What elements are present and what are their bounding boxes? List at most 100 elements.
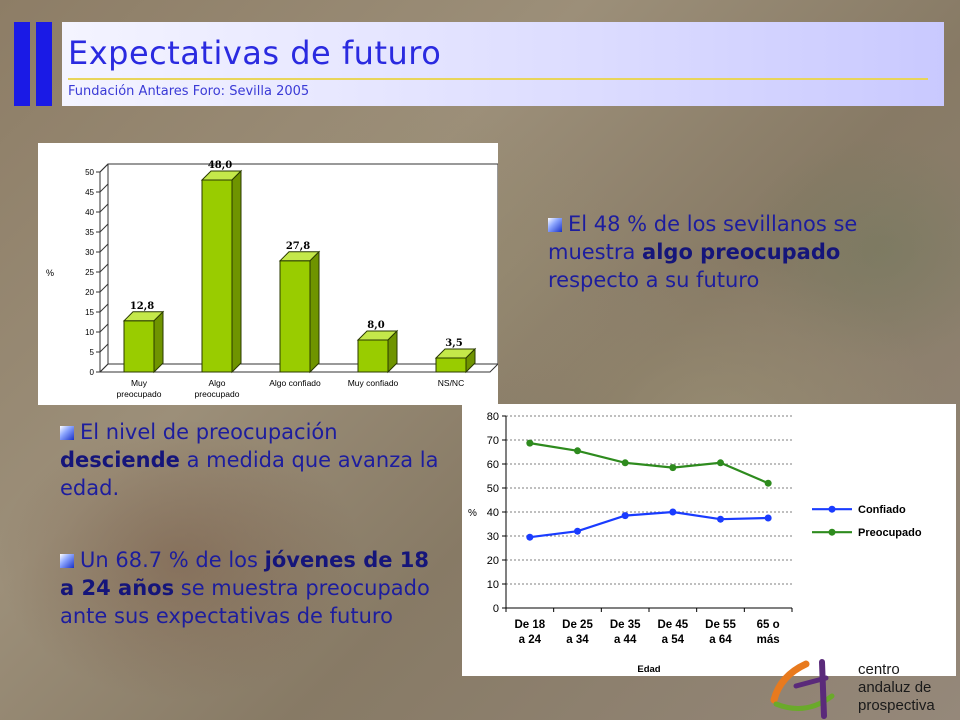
x-tick-label: De 25 xyxy=(562,619,593,631)
bar-value-label: 12,8 xyxy=(130,301,154,312)
header-divider xyxy=(68,78,928,80)
data-point xyxy=(717,515,724,523)
bar-side xyxy=(153,310,164,374)
data-point xyxy=(669,464,677,472)
data-point xyxy=(621,459,629,467)
y-tick-depth xyxy=(99,263,109,273)
y-tick-label: 5 xyxy=(90,348,95,357)
y-tick-label: 35 xyxy=(85,228,94,237)
legend-label: Preocupado xyxy=(858,527,922,539)
logo-text-line: centro xyxy=(858,661,900,678)
y-tick-depth xyxy=(99,223,109,233)
y-tick-label: 0 xyxy=(90,368,95,377)
data-point xyxy=(764,479,772,487)
bullet-segment: El nivel de preocupación xyxy=(80,420,338,444)
x-tick-label: Muy xyxy=(131,378,148,388)
data-point xyxy=(574,527,581,535)
data-point xyxy=(526,439,534,447)
bar-side xyxy=(465,347,476,374)
bar-chart: 05101520253035404550%12,8Muypreocupado48… xyxy=(38,143,498,405)
bar-value-label: 27,8 xyxy=(286,241,310,252)
data-point xyxy=(764,514,772,522)
bullet-square-icon xyxy=(60,554,74,568)
x-tick-label: preocupado xyxy=(195,389,240,399)
bar xyxy=(357,339,389,373)
y-tick-label: 70 xyxy=(487,435,499,447)
y-tick-label: 50 xyxy=(487,483,499,495)
x-tick-label: 65 o xyxy=(757,619,780,631)
y-tick-label: 45 xyxy=(85,188,94,197)
x-tick-label: a 64 xyxy=(709,634,732,646)
x-tick-label: a 44 xyxy=(614,634,637,646)
line-chart: 0 10 20 30 40 50 60 70 80% De 18 a 24 De 25 a 34 De 3… xyxy=(462,404,956,676)
bullet-segment: se muestra preocupado ante sus expectati… xyxy=(60,576,430,628)
bullet-emphasis: desciende xyxy=(60,448,180,472)
y-tick-label: 20 xyxy=(487,555,499,567)
x-tick-label: NS/NC xyxy=(438,378,464,388)
data-point xyxy=(669,508,677,516)
chart-background xyxy=(38,143,498,405)
x-tick-label: preocupado xyxy=(117,389,162,399)
slide-header: Expectativas de futuro Fundación Antares… xyxy=(0,22,944,106)
y-tick-label: 10 xyxy=(85,328,94,337)
logo-purple-stroke xyxy=(819,659,827,719)
y-tick-depth xyxy=(99,323,109,333)
y-tick-label: 50 xyxy=(85,168,94,177)
x-tick-label: más xyxy=(757,634,780,646)
logo-text-line: andaluz de xyxy=(858,679,931,696)
x-tick-label: Algo confiado xyxy=(269,378,321,388)
page-subtitle: Fundación Antares Foro: Sevilla 2005 xyxy=(68,84,310,99)
y-tick-label: 40 xyxy=(487,507,499,519)
bullet-text: Un 68.7 % de los jóvenes de 18 a 24 años… xyxy=(60,548,430,628)
bullet-square-icon xyxy=(548,218,562,232)
legend-marker xyxy=(828,505,836,513)
y-tick-depth xyxy=(99,343,109,353)
y-tick-label: 10 xyxy=(487,579,499,591)
bar-value-label: 48,0 xyxy=(208,160,232,171)
logo-purple-bar xyxy=(793,675,829,689)
x-tick-label: a 24 xyxy=(519,634,542,646)
bullet-text: El nivel de preocupación desciende a med… xyxy=(60,420,439,500)
x-tick-label: a 34 xyxy=(566,634,589,646)
y-tick-label: 40 xyxy=(85,208,94,217)
x-axis-label: Edad xyxy=(637,664,660,675)
y-tick-depth xyxy=(99,283,109,293)
bullet-emphasis: jóvenes de 18 a 24 años xyxy=(60,548,430,600)
bar xyxy=(201,179,233,373)
data-point xyxy=(717,459,724,467)
bar-side xyxy=(387,329,398,374)
header-accent-bar xyxy=(14,22,30,106)
bullet-square-icon xyxy=(60,426,74,440)
x-tick-label: De 45 xyxy=(657,619,688,631)
x-tick-label: Algo xyxy=(208,378,225,388)
bar xyxy=(435,357,467,373)
bar xyxy=(123,320,155,373)
bullet-segment: a medida que avanza la edad. xyxy=(60,448,439,500)
bullet-nivel-preocupacion: El nivel de preocupación desciende a med… xyxy=(60,418,446,502)
x-tick-label: De 35 xyxy=(610,619,641,631)
y-tick-label: 15 xyxy=(85,308,94,317)
x-tick-label: De 55 xyxy=(705,619,736,631)
series-line xyxy=(529,510,769,539)
bar-value-label: 3,5 xyxy=(445,338,462,349)
data-point xyxy=(574,447,581,455)
y-axis-label: % xyxy=(46,268,54,278)
logo-green-arc xyxy=(773,693,835,711)
bullet-algo-preocupado: El 48 % de los sevillanos se muestra alg… xyxy=(548,210,918,294)
logo-text-line: prospectiva xyxy=(858,697,935,714)
y-axis-label: % xyxy=(468,508,477,519)
page-title: Expectativas de futuro xyxy=(68,34,442,72)
y-tick-label: 30 xyxy=(85,248,94,257)
bullet-segment: Un 68.7 % de los xyxy=(80,548,265,572)
y-tick-label: 25 xyxy=(85,268,94,277)
legend-label: Confiado xyxy=(858,504,906,516)
y-tick-depth xyxy=(99,303,109,313)
x-tick-label: a 54 xyxy=(662,634,685,646)
y-tick-label: 60 xyxy=(487,459,499,471)
chart-background xyxy=(462,404,956,676)
x-tick-label: Muy confiado xyxy=(348,378,399,388)
header-banner xyxy=(62,22,944,106)
y-tick-label: 80 xyxy=(487,411,499,423)
y-tick-depth xyxy=(99,163,109,173)
x-tick-label: De 18 xyxy=(514,619,545,631)
